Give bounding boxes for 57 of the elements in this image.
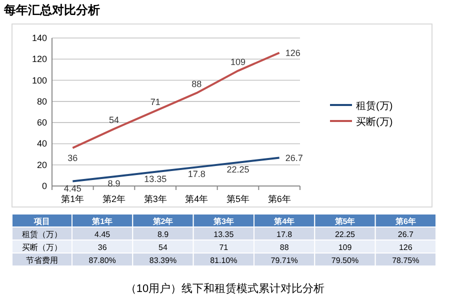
text: 项目 — [33, 217, 50, 226]
category-label: 第4年 — [274, 217, 295, 226]
category-label: 第5年 — [334, 217, 356, 226]
y-tick-label: 40 — [36, 138, 47, 149]
text: 4.45 — [94, 230, 111, 239]
text: 54 — [158, 243, 168, 252]
x-tick-label: 第4年 — [185, 194, 208, 204]
y-tick-label: 20 — [36, 160, 47, 170]
x-tick-label: 第1年 — [61, 194, 84, 204]
x-tick-label: 第5年 — [226, 194, 250, 204]
text: 126 — [398, 243, 413, 252]
category-label: 第3年 — [213, 217, 234, 226]
text: 节省费用 — [26, 256, 58, 265]
text: 36 — [98, 243, 108, 252]
y-tick-label: 80 — [36, 96, 47, 106]
y-tick-label: 100 — [32, 75, 47, 86]
x-tick-label: 第2年 — [102, 194, 126, 204]
text: 83.39% — [149, 256, 177, 265]
category-label: 第1年 — [92, 217, 113, 226]
data-label: 17.8 — [188, 169, 206, 180]
text: 79.71% — [270, 256, 298, 265]
text: （10用户）线下和租赁模式累计对比分析 — [125, 282, 325, 295]
text: 81.10% — [210, 256, 238, 265]
text: 79.50% — [331, 256, 359, 265]
category-label: 第6年 — [395, 217, 416, 226]
text: 22.25 — [334, 230, 356, 239]
text: 买断（万） — [22, 243, 62, 252]
text: 26.7 — [398, 230, 414, 239]
chart-title: 每年汇总对比分析 — [3, 3, 100, 17]
data-label: 88 — [192, 78, 202, 89]
text: 71 — [219, 243, 229, 252]
line-series — [72, 52, 280, 149]
text: 13.35 — [214, 230, 234, 239]
x-tick-label: 第6年 — [268, 194, 291, 204]
text: 租赁（万） — [22, 230, 62, 239]
text: 17.8 — [276, 230, 293, 239]
text: 8.9 — [157, 230, 170, 239]
data-label: 126 — [285, 48, 300, 58]
data-label: 36 — [68, 152, 78, 163]
data-label: 109 — [230, 56, 246, 67]
legend-label: 租赁(万) — [356, 100, 393, 112]
data-label: 13.35 — [144, 174, 167, 184]
text: 88 — [280, 243, 290, 252]
y-tick-label: 60 — [36, 118, 47, 128]
y-tick-label: 120 — [32, 54, 47, 64]
text: 87.80% — [88, 256, 116, 265]
data-label: 26.7 — [285, 152, 303, 163]
category-label: 第2年 — [152, 217, 174, 226]
y-tick-label: 0 — [42, 181, 47, 191]
data-label: 71 — [150, 96, 160, 107]
legend-label: 买断(万) — [356, 116, 393, 128]
x-tick-label: 第3年 — [144, 194, 167, 204]
text: 109 — [338, 243, 352, 252]
data-label: 54 — [108, 114, 120, 125]
text: 78.75% — [392, 256, 420, 265]
data-label: 22.25 — [226, 164, 250, 174]
y-tick-label: 140 — [32, 33, 47, 43]
